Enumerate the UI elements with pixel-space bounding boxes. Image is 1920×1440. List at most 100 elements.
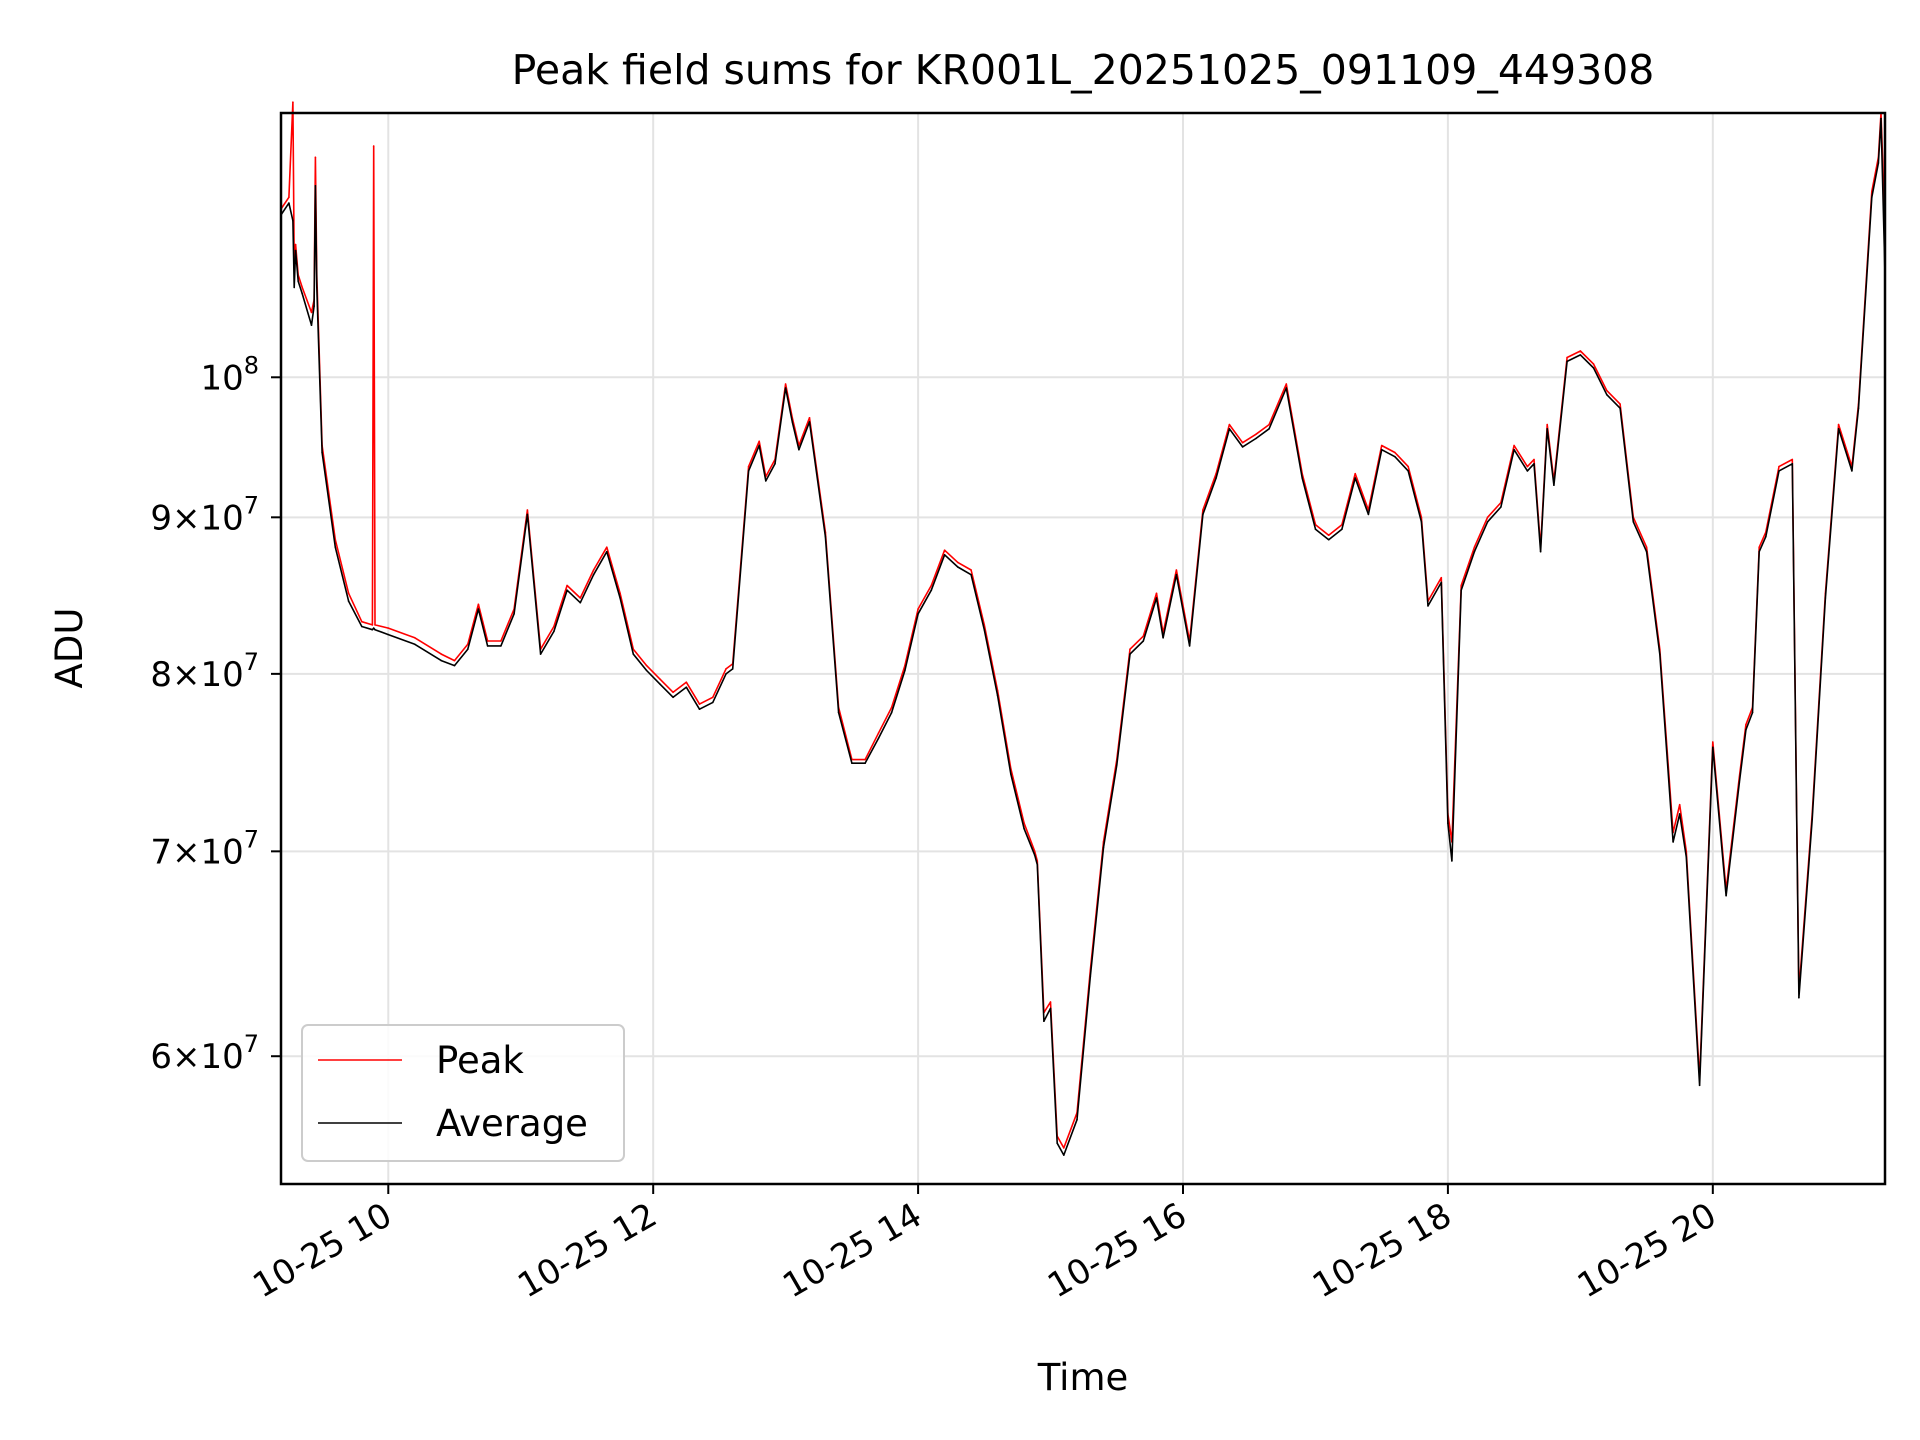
data-point-average	[1394, 455, 1396, 458]
data-point-peak	[784, 383, 787, 385]
data-point-average	[372, 627, 375, 629]
data-point-average	[513, 613, 515, 615]
data-point-average	[1526, 470, 1529, 472]
data-point-average	[1837, 428, 1840, 430]
data-point-average	[467, 648, 469, 650]
x-tick-label: 10-25 12	[511, 1195, 663, 1306]
data-point-peak	[1546, 423, 1548, 426]
data-point-average	[632, 653, 635, 655]
legend: Peak Average	[301, 1024, 625, 1162]
data-point-average	[500, 645, 502, 647]
data-point-average	[1546, 428, 1548, 430]
x-tick-label: 10-25 14	[776, 1195, 928, 1306]
data-point-average	[1043, 1020, 1045, 1022]
data-point-average	[1738, 782, 1741, 784]
data-point-peak	[500, 640, 502, 642]
data-point-peak	[1407, 465, 1409, 468]
data-point-average	[1539, 550, 1542, 553]
x-axis: 10-25 10 10-25 12 10-25 14 10-25 16 10-25 18…	[246, 1184, 1723, 1306]
data-point-peak	[477, 603, 480, 606]
data-point-peak	[1837, 423, 1840, 426]
y-axis: 6×107 7×107 8×107 9×107 108	[150, 351, 281, 1077]
data-point-peak	[645, 664, 648, 667]
x-axis-label: Time	[1037, 1356, 1129, 1399]
data-point-peak	[347, 592, 350, 595]
data-point-average	[539, 653, 542, 655]
data-point-average	[996, 694, 999, 697]
data-point-average	[1420, 521, 1423, 523]
data-point-average	[1880, 117, 1882, 120]
data-point-average	[1685, 856, 1688, 858]
data-point-average	[1327, 538, 1330, 541]
data-point-average	[1023, 827, 1025, 830]
data-point-peak	[526, 509, 529, 511]
data-point-average	[1824, 597, 1827, 599]
series-peak	[280, 101, 1886, 1149]
data-point-average	[1228, 428, 1231, 430]
chart-title: Peak field sums for KR001L_20251025_0911…	[512, 46, 1655, 94]
data-point-average	[1102, 846, 1105, 849]
data-point-peak	[672, 691, 674, 694]
y-tick-label: 7×107	[150, 825, 259, 872]
data-point-peak	[1473, 546, 1476, 548]
data-point-average	[292, 219, 294, 222]
data-point-peak	[371, 624, 374, 626]
data-point-average	[321, 451, 323, 454]
data-point-average	[877, 737, 880, 740]
data-point-average	[526, 513, 529, 516]
data-point-average	[1712, 746, 1714, 749]
data-point-peak	[712, 696, 714, 699]
data-point-peak	[1202, 509, 1204, 511]
data-point-peak	[1645, 546, 1648, 548]
data-point-peak	[1327, 534, 1330, 536]
data-point-average	[837, 711, 840, 714]
data-point-peak	[1228, 423, 1231, 426]
data-point-peak	[619, 592, 621, 595]
data-point-peak	[292, 101, 294, 103]
data-point-average	[1268, 428, 1270, 430]
data-point-peak	[1063, 1147, 1065, 1149]
data-point-average	[1447, 822, 1449, 824]
data-point-average	[1427, 605, 1429, 607]
data-point-average	[310, 324, 313, 327]
data-point-average	[1367, 513, 1370, 516]
data-point-average	[1678, 813, 1681, 815]
data-point-peak	[1678, 803, 1681, 806]
data-point-average	[774, 463, 776, 465]
data-point-peak	[930, 584, 933, 587]
data-point-average	[685, 686, 688, 688]
data-point-average	[917, 613, 919, 615]
data-point-peak	[1440, 576, 1443, 579]
data-point-peak	[1023, 822, 1025, 824]
data-point-average	[747, 470, 750, 472]
data-point-average	[1473, 550, 1476, 553]
data-point-average	[1857, 407, 1860, 410]
data-point-average	[983, 628, 986, 631]
data-point-average	[1285, 387, 1288, 389]
data-point-peak	[1533, 458, 1535, 461]
data-point-peak	[553, 625, 555, 628]
data-point-average	[553, 630, 555, 633]
data-point-average	[371, 628, 374, 631]
data-point-average	[970, 573, 972, 576]
y-tick-label: 6×107	[150, 1030, 259, 1077]
x-tick-label: 10-25 10	[246, 1195, 398, 1306]
data-point-average	[645, 669, 648, 672]
data-point-average	[1010, 773, 1012, 775]
data-point-average	[1566, 360, 1568, 363]
data-point-peak	[440, 653, 443, 655]
data-point-peak	[310, 311, 313, 314]
data-point-average	[619, 597, 621, 599]
data-point-peak	[387, 627, 390, 629]
data-point-peak	[917, 608, 919, 610]
data-point-average	[314, 185, 317, 187]
data-point-average	[1811, 818, 1813, 821]
x-tick-label: 10-25 18	[1306, 1195, 1458, 1306]
data-point-peak	[1268, 423, 1270, 426]
data-point-average	[904, 669, 906, 672]
data-point-average	[387, 633, 390, 636]
data-point-average	[1758, 550, 1760, 553]
data-point-average	[943, 554, 946, 556]
data-point-peak	[890, 706, 893, 709]
